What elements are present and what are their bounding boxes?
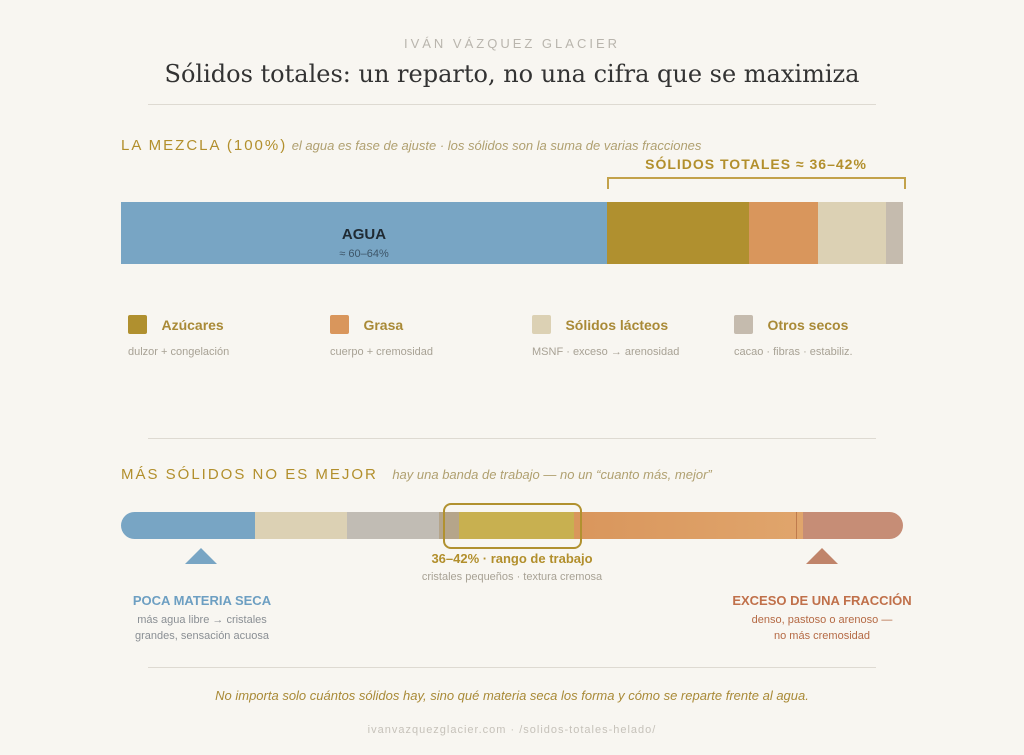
total-solids-bracket (607, 177, 906, 189)
excess-fraction-title: EXCESO DE UNA FRACCIÓN (732, 593, 912, 608)
legend-description: cuerpo + cremosidad (330, 346, 434, 358)
legend-label: Azúcares (161, 316, 224, 333)
range-zone-mid-low (255, 512, 347, 539)
header-divider (148, 104, 876, 105)
closing-statement: No importa solo cuántos sólidos hay, sin… (215, 688, 809, 703)
legend-item-fat: Grasa cuerpo + cremosidad (330, 315, 530, 358)
range-tick (796, 512, 797, 539)
water-percentage: ≈ 60–64% (339, 248, 389, 260)
section-divider (148, 438, 876, 439)
water-label: AGUA (341, 226, 387, 243)
footer-url[interactable]: ivanvazquezglacier.com · /solidos-totale… (367, 724, 657, 736)
mix-segment-milk-solids (818, 202, 886, 264)
range-subheading: hay una banda de trabajo — no un “cuanto… (392, 467, 712, 482)
mix-section-heading: LA MEZCLA (100%) el agua es fase de ajus… (121, 137, 701, 155)
range-heading: MÁS SÓLIDOS NO ES MEJOR (121, 466, 378, 483)
legend-description: MSNF · exceso → arenosidad (532, 346, 680, 358)
legend-label: Grasa (363, 316, 404, 333)
range-zone-high (574, 512, 803, 539)
legend-swatch (128, 315, 147, 334)
excess-fraction-line: denso, pastoso o arenoso — (751, 614, 893, 626)
legend-label: Sólidos lácteos (565, 316, 669, 333)
working-band-frame (443, 503, 582, 549)
mix-bar (121, 202, 903, 264)
excess-fraction-marker-icon (806, 548, 838, 564)
working-band-description: cristales pequeños · textura cremosa (421, 571, 603, 583)
legend-swatch (330, 315, 349, 334)
mix-heading: LA MEZCLA (100%) (121, 137, 288, 154)
range-zone-working (459, 512, 574, 539)
mix-segment-fat (749, 202, 818, 264)
legend-item-milk-solids: Sólidos lácteos MSNF · exceso → arenosid… (532, 315, 732, 358)
solids-range-bar (121, 512, 903, 539)
range-section-heading: MÁS SÓLIDOS NO ES MEJOR hay una banda de… (121, 466, 712, 484)
low-solids-marker-icon (185, 548, 217, 564)
legend-item-sugars: Azúcares dulzor + congelación (128, 315, 328, 358)
legend-swatch (532, 315, 551, 334)
author-name: IVÁN VÁZQUEZ GLACIER (403, 36, 621, 51)
legend-swatch (734, 315, 753, 334)
working-band-label: 36–42% · rango de trabajo (431, 551, 593, 566)
total-solids-label: SÓLIDOS TOTALES ≈ 36–42% (645, 156, 867, 172)
mix-subheading: el agua es fase de ajuste · los sólidos … (291, 138, 702, 153)
excess-fraction-line: no más cremosidad (774, 630, 870, 642)
legend-item-other-solids: Otros secos cacao · fibras · estabiliz. (734, 315, 934, 358)
range-zone-transition (347, 512, 439, 539)
closing-divider (148, 667, 876, 668)
range-zone-low (121, 512, 255, 539)
page-title: Sólidos totales: un reparto, no una cifr… (164, 60, 860, 88)
legend-description: dulzor + congelación (128, 346, 230, 358)
mix-segment-other (886, 202, 903, 264)
excess-fraction-description: denso, pastoso o arenoso — no más cremos… (702, 612, 942, 644)
low-solids-description: más agua libre → cristales grandes, sens… (82, 612, 322, 644)
mix-segment-sugars (607, 202, 749, 264)
mix-segment-water (121, 202, 607, 264)
low-solids-line: más agua libre → cristales (137, 614, 267, 626)
low-solids-title: POCA MATERIA SECA (132, 593, 272, 608)
range-zone-excess (803, 512, 903, 539)
legend-description: cacao · fibras · estabiliz. (734, 346, 853, 358)
low-solids-line: grandes, sensación acuosa (135, 630, 269, 642)
legend-label: Otros secos (767, 316, 849, 333)
